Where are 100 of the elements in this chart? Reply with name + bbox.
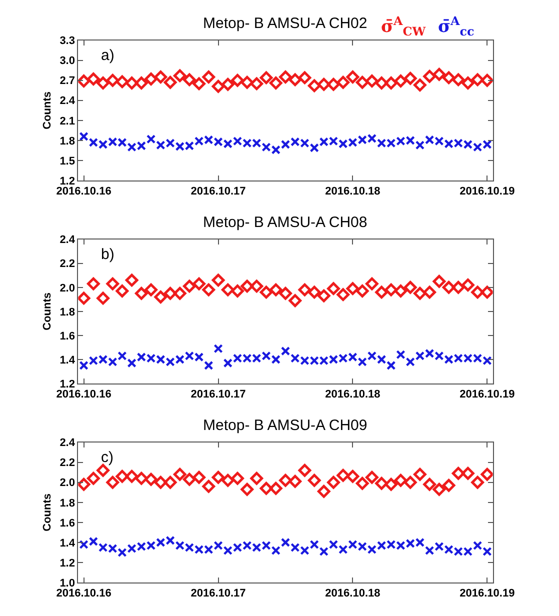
x-tick-label: 2016.10.18 — [325, 186, 380, 198]
point — [240, 280, 254, 293]
y-tick-label: 2.0 — [60, 282, 75, 294]
point — [394, 74, 408, 88]
point — [317, 484, 330, 498]
point — [106, 74, 120, 87]
point — [461, 466, 474, 480]
point — [212, 470, 225, 484]
point — [471, 73, 484, 86]
point — [260, 482, 273, 495]
x-tick-label: 2016.10.16 — [56, 588, 112, 600]
point — [279, 70, 292, 84]
point — [310, 540, 319, 550]
point — [452, 466, 465, 480]
point — [415, 140, 425, 150]
point — [452, 73, 465, 86]
point — [212, 274, 225, 287]
point — [221, 78, 234, 91]
point — [432, 68, 446, 81]
point — [336, 76, 350, 89]
point — [214, 540, 223, 550]
point — [144, 72, 158, 86]
point — [116, 284, 129, 298]
point — [182, 280, 196, 293]
point — [375, 286, 388, 299]
point — [461, 76, 474, 90]
point — [424, 546, 434, 556]
point — [308, 286, 321, 299]
point — [384, 283, 398, 296]
point — [319, 546, 328, 556]
point — [414, 468, 426, 481]
point — [78, 478, 90, 491]
point — [396, 350, 406, 360]
point — [125, 274, 138, 287]
x-tick-label: 2016.10.19 — [460, 186, 515, 198]
point — [223, 358, 232, 368]
point — [442, 71, 456, 84]
point — [384, 76, 398, 90]
point — [327, 78, 340, 91]
point — [336, 468, 350, 482]
point — [338, 544, 348, 554]
point — [269, 482, 282, 495]
point — [96, 292, 110, 305]
point — [144, 283, 158, 296]
point — [78, 74, 90, 88]
point — [366, 470, 378, 484]
point — [173, 286, 186, 300]
point — [127, 358, 136, 368]
point — [358, 357, 367, 366]
point — [423, 478, 436, 491]
point — [346, 70, 360, 84]
point — [288, 73, 302, 86]
point — [356, 476, 369, 490]
y-tick-label: 1.8 — [60, 135, 75, 148]
point — [192, 470, 206, 484]
point — [116, 75, 129, 88]
point — [375, 476, 388, 490]
point — [154, 70, 168, 84]
annotation: c) — [101, 449, 114, 466]
point — [231, 472, 244, 485]
point — [144, 472, 158, 486]
y-tick-label: 2.4 — [60, 234, 76, 246]
point — [480, 468, 493, 481]
point — [328, 540, 338, 550]
point — [269, 283, 282, 296]
point — [327, 282, 340, 296]
x-tick-label: 2016.10.19 — [460, 388, 515, 401]
point — [442, 478, 456, 492]
annotation: a) — [101, 47, 114, 64]
y-tick-label: 3.0 — [60, 55, 75, 68]
point — [366, 74, 378, 88]
point — [298, 71, 312, 84]
point — [317, 289, 330, 302]
y-tick-label: 2.4 — [60, 95, 76, 108]
point — [452, 280, 465, 294]
point — [106, 476, 120, 489]
y-axis-title: Counts — [41, 91, 54, 130]
point — [480, 74, 493, 87]
point — [406, 357, 415, 366]
y-tick-label: 1.5 — [60, 155, 75, 168]
point — [240, 76, 254, 89]
point — [154, 476, 168, 489]
point — [182, 73, 196, 86]
point — [212, 80, 225, 93]
point — [482, 546, 492, 556]
point — [221, 474, 234, 487]
x-tick-label: 2016.10.16 — [56, 388, 112, 401]
point — [386, 360, 396, 370]
x-tick-label: 2016.10.18 — [325, 388, 380, 401]
point — [280, 346, 290, 356]
point — [86, 472, 100, 485]
point — [414, 78, 426, 92]
x-tick-label: 2016.10.18 — [325, 588, 380, 600]
point — [279, 474, 292, 487]
point — [298, 283, 312, 296]
x-tick-label: 2016.10.19 — [460, 588, 515, 600]
y-tick-label: 1.2 — [60, 175, 75, 188]
point — [308, 79, 321, 92]
y-axis-title: Counts — [41, 292, 54, 330]
point — [384, 478, 398, 491]
